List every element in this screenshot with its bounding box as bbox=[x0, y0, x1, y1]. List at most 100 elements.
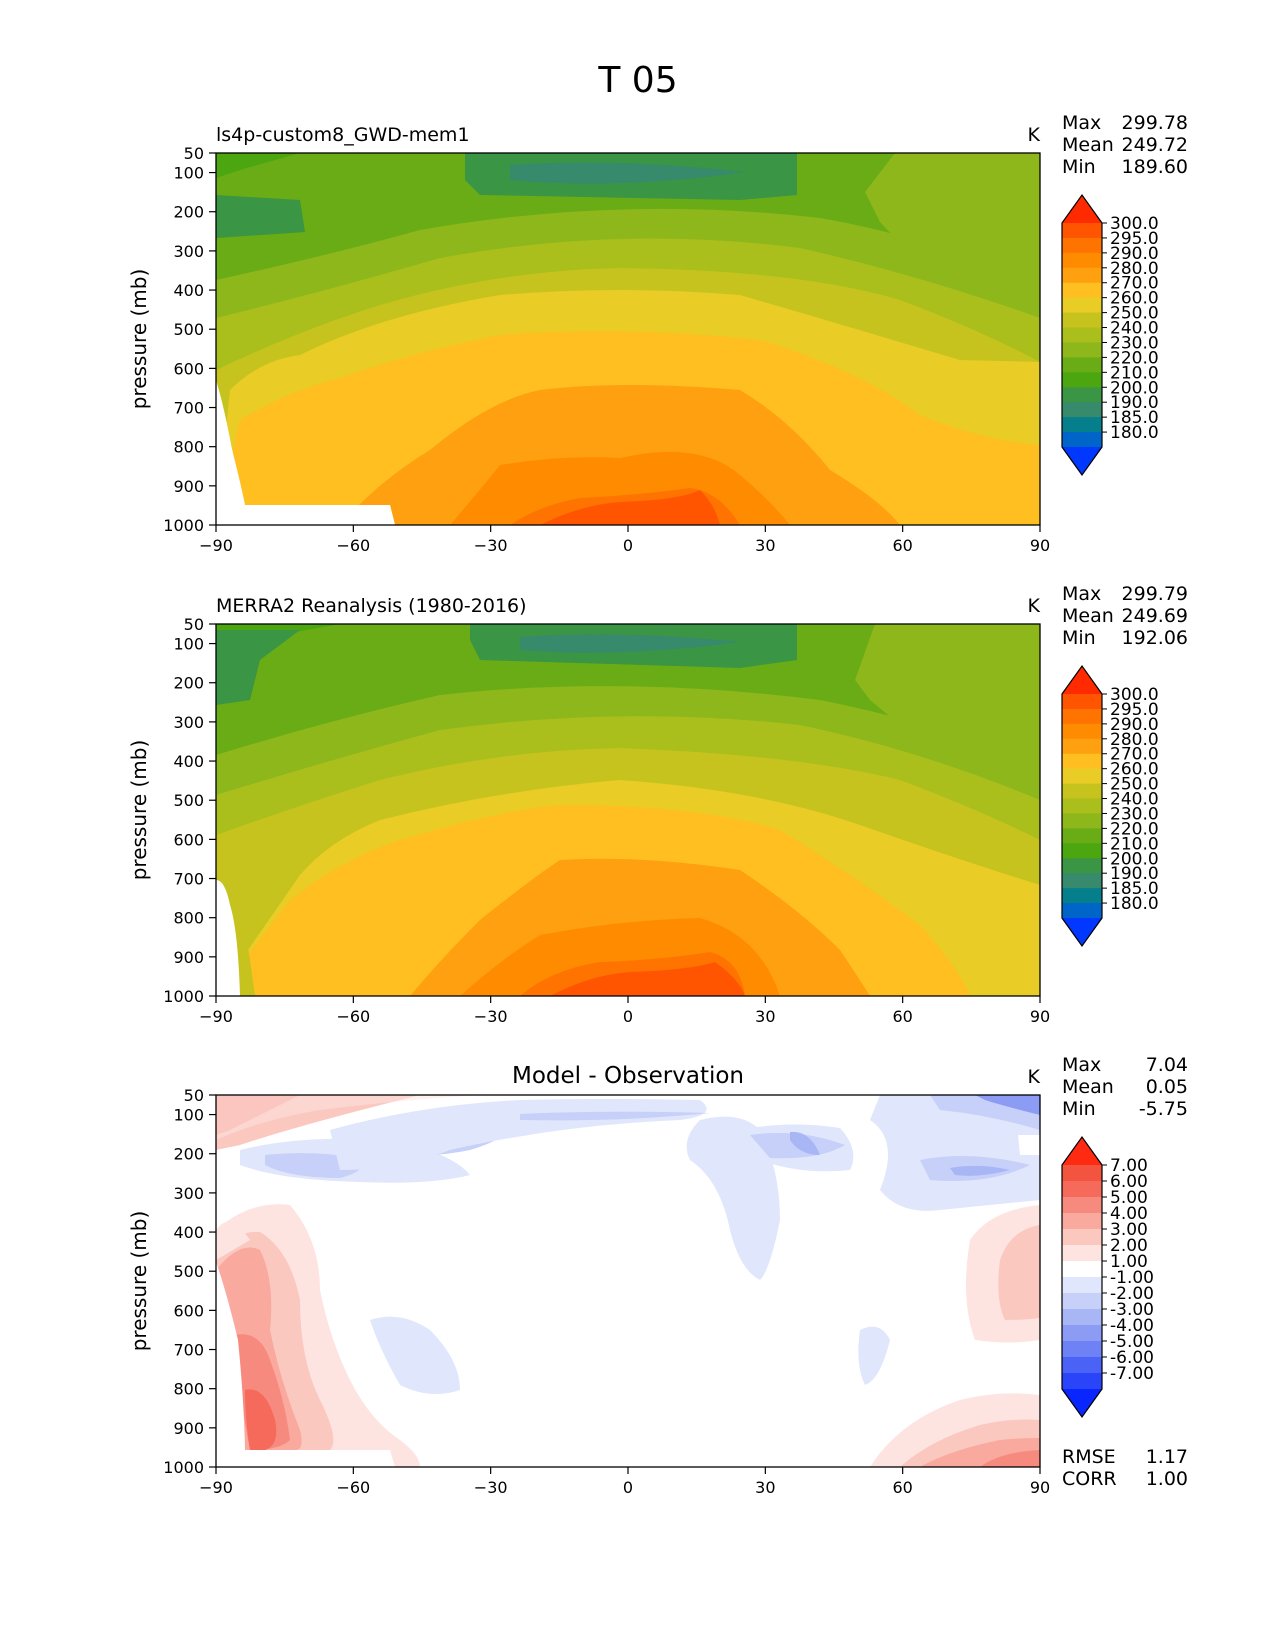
contour-fill-model bbox=[216, 153, 1040, 525]
y-tick-label: 500 bbox=[173, 791, 204, 810]
error-stats: RMSE 1.17 CORR 1.00 bbox=[1062, 1446, 1188, 1490]
colorbar-band bbox=[1062, 342, 1102, 358]
colorbar-outline bbox=[1061, 664, 1103, 948]
y-axis-label: pressure (mb) bbox=[127, 269, 151, 410]
panel-title: ls4p-custom8_GWD-mem1 bbox=[216, 124, 470, 146]
y-tick-label: 600 bbox=[173, 830, 204, 849]
colorbar-extend-top bbox=[1062, 195, 1102, 223]
colorbar-band bbox=[1062, 282, 1102, 299]
colorbar-band bbox=[1062, 903, 1102, 919]
colorbar-band bbox=[1062, 783, 1102, 800]
x-tick-label: 30 bbox=[755, 1007, 775, 1026]
colorbar-band bbox=[1062, 402, 1102, 418]
colorbar-band bbox=[1062, 798, 1102, 814]
stat-label: Mean bbox=[1062, 1076, 1114, 1098]
colorbar-level-label: -2.00 bbox=[1110, 1284, 1154, 1304]
y-tick-label: 400 bbox=[173, 752, 204, 771]
colorbar-level-label: 190.0 bbox=[1110, 864, 1159, 884]
colorbar-outline bbox=[1061, 193, 1103, 477]
y-tick-label: 300 bbox=[173, 242, 204, 261]
colorbar-level-label: 290.0 bbox=[1110, 244, 1159, 264]
colorbar-level-label: 250.0 bbox=[1110, 775, 1159, 795]
colorbar-band bbox=[1062, 723, 1102, 740]
y-tick-label: 400 bbox=[173, 1223, 204, 1242]
colorbar-band bbox=[1062, 312, 1102, 329]
colorbar-level-label: -7.00 bbox=[1110, 1364, 1154, 1384]
stat-value: -5.75 bbox=[1139, 1098, 1188, 1120]
y-tick-label: 500 bbox=[173, 1262, 204, 1281]
colorbar-level-label: 220.0 bbox=[1110, 819, 1159, 839]
colorbar-level-label: 260.0 bbox=[1110, 289, 1159, 309]
y-tick-label: 50 bbox=[184, 1086, 204, 1105]
y-tick-label: 700 bbox=[173, 399, 204, 418]
error-stat-value: 1.00 bbox=[1146, 1468, 1188, 1490]
figure-title: T 05 bbox=[597, 60, 677, 101]
colorbar-level-label: 300.0 bbox=[1110, 685, 1159, 705]
colorbar-level-label: 270.0 bbox=[1110, 745, 1159, 765]
colorbar-level-label: 290.0 bbox=[1110, 715, 1159, 735]
y-tick-label: 900 bbox=[173, 477, 204, 496]
stat-value: 0.05 bbox=[1146, 1076, 1188, 1098]
y-tick-label: 800 bbox=[173, 438, 204, 457]
x-ticks: −90 −60 −30 0 30 60 90 bbox=[199, 525, 1050, 555]
x-tick-label: −90 bbox=[199, 1478, 233, 1497]
stats-box: Max 299.78 Mean 249.72 Min 189.60 bbox=[1062, 112, 1188, 178]
colorbar-band bbox=[1062, 1229, 1102, 1246]
y-tick-label: 50 bbox=[184, 144, 204, 163]
colorbar-band bbox=[1062, 327, 1102, 343]
x-tick-label: 0 bbox=[623, 536, 633, 555]
colorbar-level-label: 2.00 bbox=[1110, 1236, 1148, 1256]
colorbar: 300.0295.0290.0280.0270.0260.0250.0240.0… bbox=[1061, 664, 1159, 948]
panel-title: Model - Observation bbox=[512, 1063, 744, 1089]
colorbar-level-label: 185.0 bbox=[1110, 408, 1159, 428]
colorbar-band bbox=[1062, 1261, 1102, 1278]
units-label: K bbox=[1028, 124, 1041, 146]
colorbar-band bbox=[1062, 252, 1102, 269]
colorbar-level-label: 240.0 bbox=[1110, 790, 1159, 810]
y-tick-label: 100 bbox=[173, 1106, 204, 1125]
colorbar-level-label: 6.00 bbox=[1110, 1172, 1148, 1192]
colorbar-extend-bottom bbox=[1062, 1389, 1102, 1417]
y-axis-label: pressure (mb) bbox=[127, 1211, 151, 1352]
y-tick-label: 200 bbox=[173, 203, 204, 222]
colorbar-band bbox=[1062, 1197, 1102, 1214]
x-tick-label: 0 bbox=[623, 1007, 633, 1026]
y-tick-label: 1000 bbox=[163, 516, 204, 535]
colorbar-level-label: 190.0 bbox=[1110, 393, 1159, 413]
y-tick-label: 700 bbox=[173, 1341, 204, 1360]
y-tick-label: 600 bbox=[173, 359, 204, 378]
colorbar-band bbox=[1062, 1165, 1102, 1182]
stat-label: Max bbox=[1062, 1054, 1101, 1076]
colorbar-band bbox=[1062, 1357, 1102, 1374]
colorbar-extend-bottom bbox=[1062, 918, 1102, 946]
colorbar-band bbox=[1062, 828, 1102, 844]
x-tick-label: 90 bbox=[1030, 1478, 1050, 1497]
x-tick-label: 60 bbox=[892, 1478, 912, 1497]
colorbar-band bbox=[1062, 1181, 1102, 1198]
y-tick-label: 600 bbox=[173, 1301, 204, 1320]
x-tick-label: 60 bbox=[892, 536, 912, 555]
y-tick-label: 900 bbox=[173, 1419, 204, 1438]
colorbar-band bbox=[1062, 432, 1102, 448]
y-axis-label: pressure (mb) bbox=[127, 740, 151, 881]
colorbar-band bbox=[1062, 1277, 1102, 1294]
colorbar-level-label: -5.00 bbox=[1110, 1332, 1154, 1352]
y-tick-label: 900 bbox=[173, 948, 204, 967]
colorbar-level-label: 240.0 bbox=[1110, 319, 1159, 339]
colorbar-level-label: 270.0 bbox=[1110, 274, 1159, 294]
y-tick-label: 1000 bbox=[163, 987, 204, 1006]
y-tick-label: 300 bbox=[173, 713, 204, 732]
colorbar-level-label: -4.00 bbox=[1110, 1316, 1154, 1336]
panel-model: ls4p-custom8_GWD-mem1 K pressure (mb) 50… bbox=[127, 112, 1188, 555]
x-tick-label: −60 bbox=[336, 1478, 370, 1497]
colorbar-band bbox=[1062, 768, 1102, 785]
colorbar-level-label: 220.0 bbox=[1110, 348, 1159, 368]
colorbar-level-label: 280.0 bbox=[1110, 730, 1159, 750]
colorbar-level-label: 3.00 bbox=[1110, 1220, 1148, 1240]
y-tick-label: 400 bbox=[173, 281, 204, 300]
colorbar-level-label: -1.00 bbox=[1110, 1268, 1154, 1288]
colorbar: 7.006.005.004.003.002.001.00-1.00-2.00-3… bbox=[1061, 1135, 1154, 1419]
